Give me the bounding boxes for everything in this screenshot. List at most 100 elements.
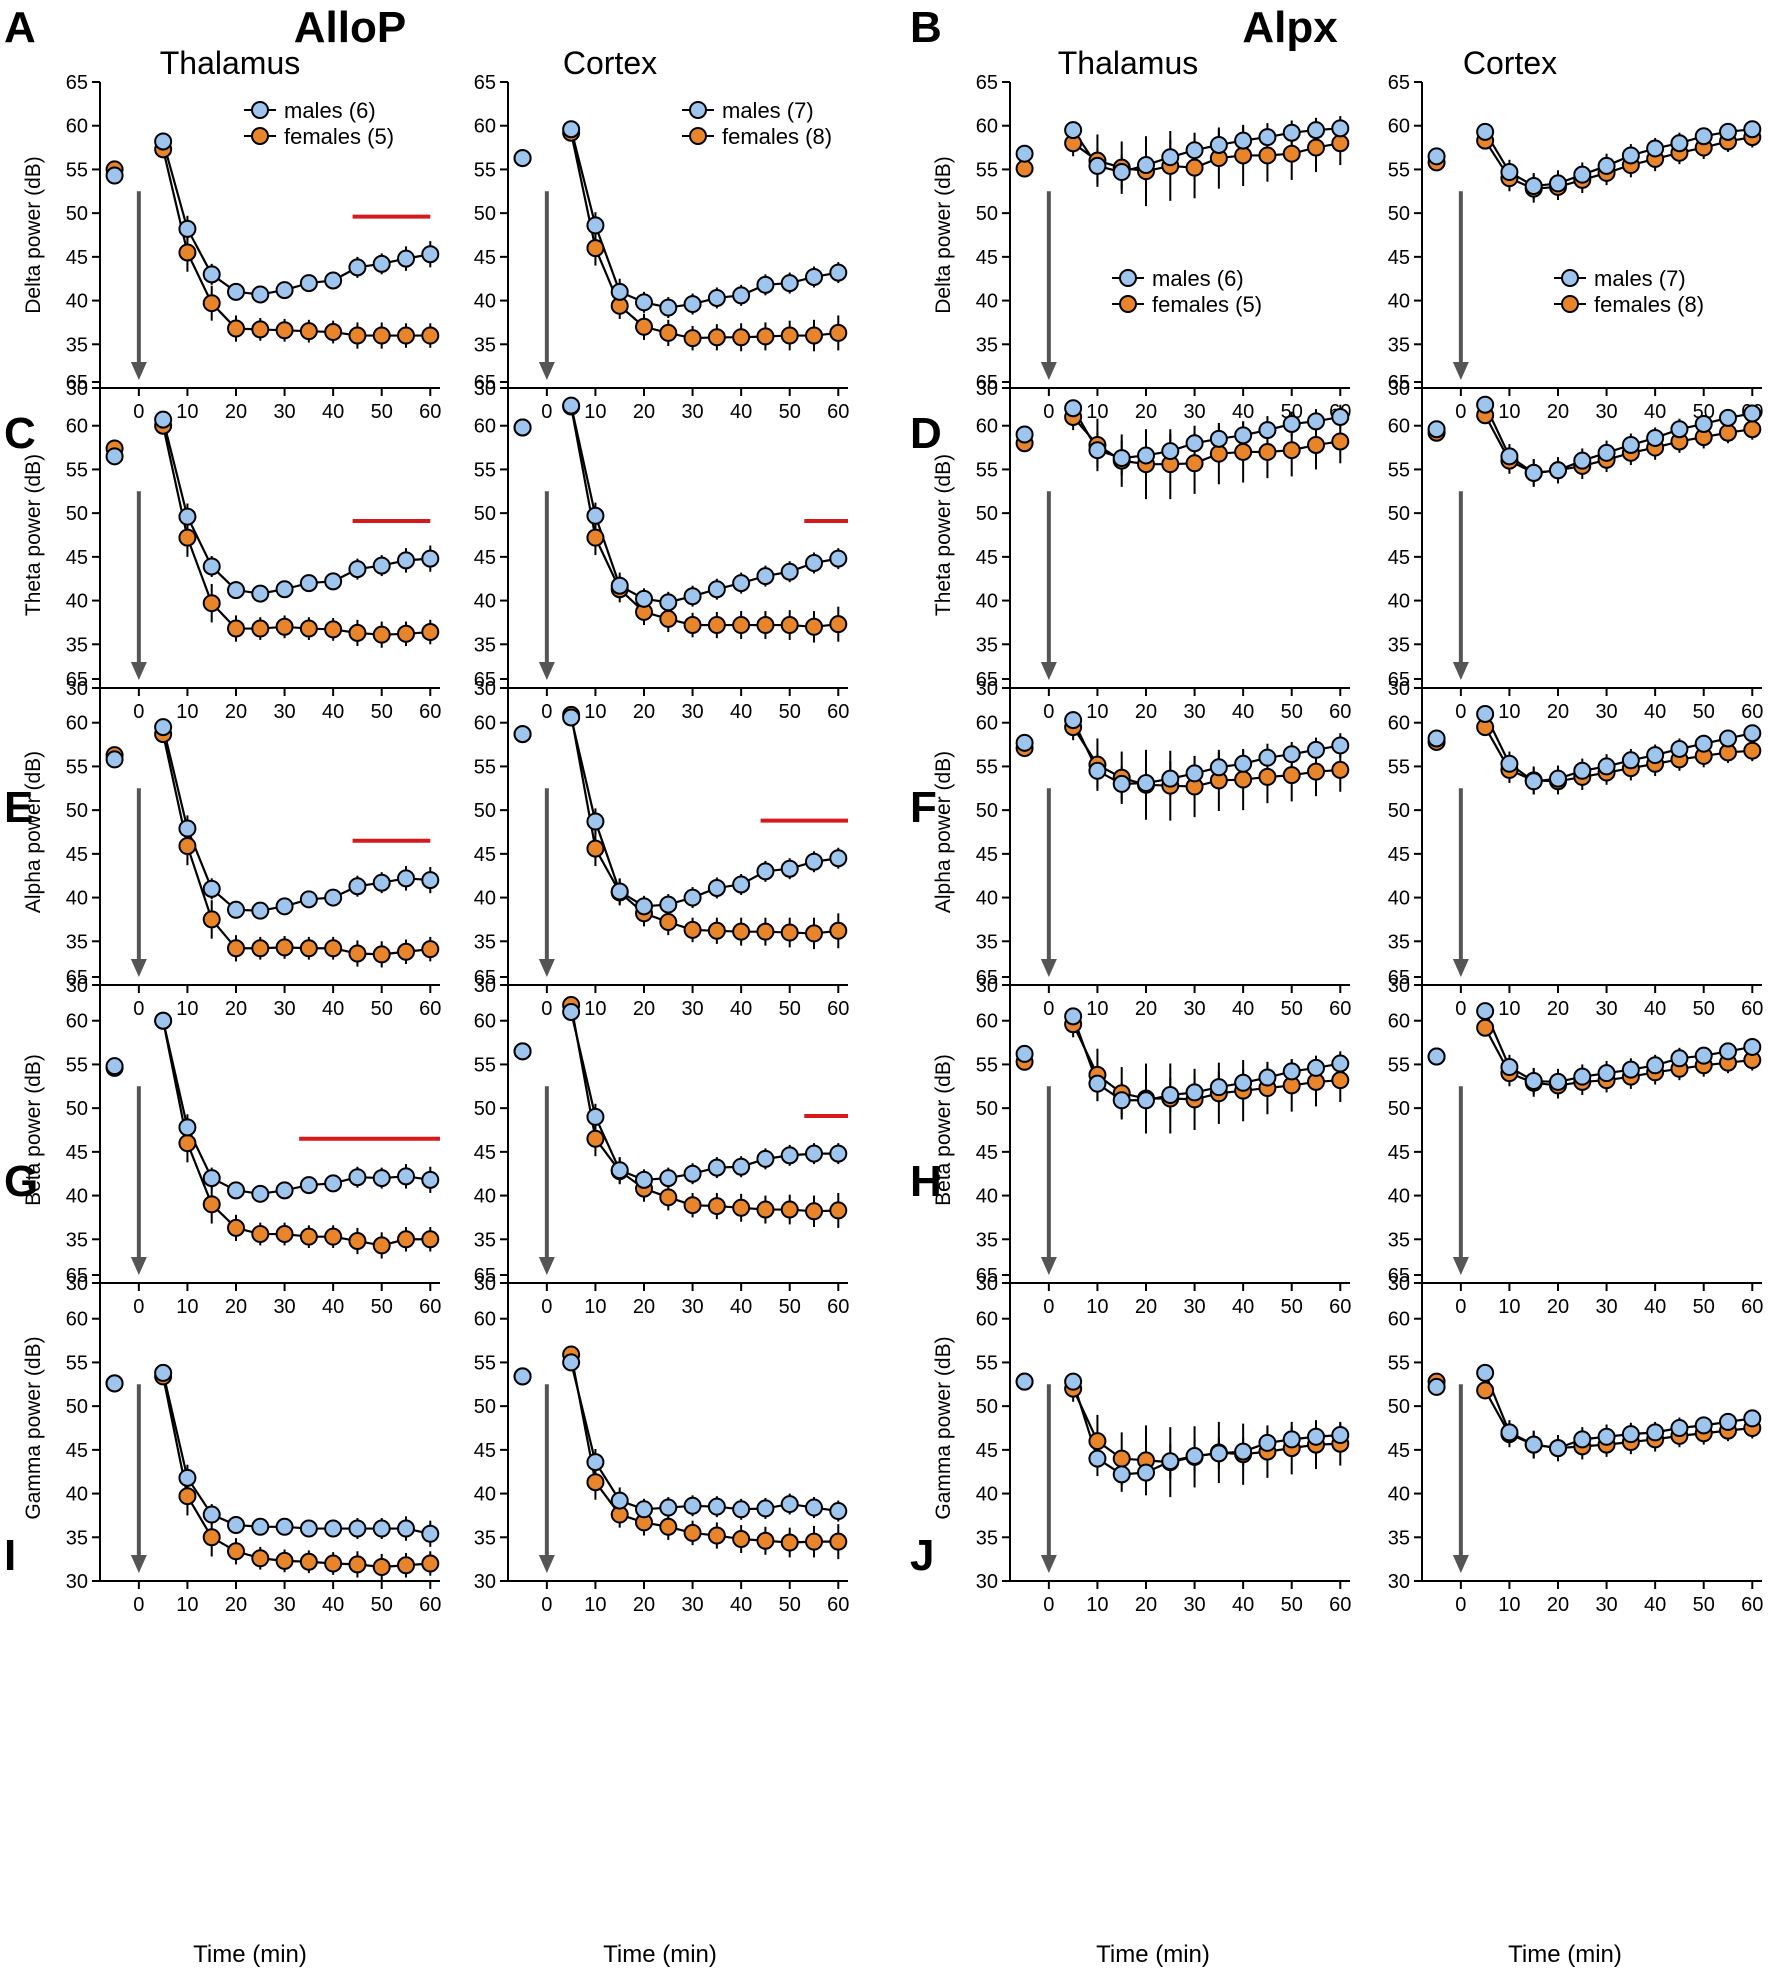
females-data-point — [1112, 1449, 1131, 1468]
females-data-point — [659, 1517, 678, 1536]
males-data-point — [1064, 1007, 1083, 1026]
females-data-point — [397, 942, 415, 961]
males-data-point — [299, 574, 318, 593]
panel-letter-f: F — [910, 783, 937, 832]
males-data-point — [1597, 1064, 1616, 1083]
males-data-point — [707, 878, 726, 897]
y-tick-label: 65 — [474, 372, 496, 394]
males-data-point — [1524, 772, 1543, 791]
y-tick-label: 45 — [474, 247, 496, 269]
x-tick-label: 20 — [1135, 1296, 1157, 1318]
y-tick-label: 55 — [1388, 1352, 1410, 1374]
males-data-point — [1500, 1058, 1519, 1077]
males-data-point — [1137, 1463, 1155, 1482]
y-tick-label: 65 — [976, 669, 998, 691]
legend-females-label: females (5) — [284, 124, 394, 149]
males-data-point — [1137, 774, 1155, 793]
y-tick-label: 60 — [66, 116, 88, 138]
y-tick-label: 30 — [1388, 1571, 1410, 1593]
males-data-point-baseline — [105, 447, 124, 466]
females-data-point — [780, 1533, 799, 1552]
x-tick-label: 40 — [1232, 701, 1254, 723]
x-tick-label: 0 — [133, 1594, 144, 1616]
y-tick-label: 55 — [976, 756, 998, 778]
y-tick-label: 50 — [66, 503, 88, 525]
x-tick-label: 60 — [827, 701, 849, 723]
females-data-point — [756, 616, 775, 635]
males-data-point — [324, 271, 343, 290]
x-tick-label: 40 — [1232, 998, 1254, 1020]
males-data-point — [1331, 1054, 1350, 1073]
y-tick-label: 50 — [474, 203, 496, 225]
males-data-point — [1621, 146, 1640, 165]
x-tick-label: 0 — [541, 401, 552, 423]
males-data-point — [251, 1517, 270, 1536]
y-tick-label: 65 — [1388, 72, 1410, 94]
males-data-point — [586, 812, 605, 831]
x-tick-label: 60 — [1329, 1296, 1351, 1318]
x-tick-label: 50 — [1281, 998, 1303, 1020]
x-tick-label: 50 — [779, 401, 801, 423]
x-tick-label: 10 — [584, 701, 606, 723]
males-data-point — [1088, 1074, 1107, 1093]
males-data-point — [756, 1499, 775, 1518]
y-tick-label: 65 — [66, 72, 88, 94]
y-tick-label: 60 — [66, 1011, 88, 1033]
x-tick-label: 20 — [1547, 1594, 1569, 1616]
y-tick-label: 45 — [1388, 247, 1410, 269]
chart-alpx-cortex-theta: 30 35 40 45 50 55 60 65 0 10 20 30 40 50 60 — [1388, 372, 1764, 723]
females-data-point — [756, 1200, 775, 1219]
males-data-point — [1476, 395, 1495, 414]
x-tick-label: 30 — [681, 998, 703, 1020]
x-tick-label: 0 — [133, 1296, 144, 1318]
chart-allop-cortex-delta: 30 35 40 45 50 55 60 65 0 10 20 30 40 50 60 males (7)fe… — [474, 72, 850, 423]
females-data-point — [805, 617, 823, 636]
females-data-point — [178, 528, 197, 547]
injection-arrow-head — [1040, 362, 1057, 380]
injection-arrow-head — [538, 1257, 555, 1275]
legend-males-label: males (6) — [284, 98, 376, 123]
females-data-point — [1209, 444, 1228, 463]
x-tick-label: 30 — [1595, 1594, 1617, 1616]
chart-allop-thalamus-delta: 30 35 40 45 50 55 60 65 0 10 20 30 40 50 60 Delta power… — [22, 72, 441, 423]
x-tick-label: 30 — [681, 1594, 703, 1616]
x-tick-label: 30 — [273, 1296, 295, 1318]
x-tick-label: 30 — [681, 701, 703, 723]
males-data-point — [1573, 165, 1592, 184]
females-data-point — [227, 1218, 245, 1237]
males-data-point — [397, 249, 415, 268]
females-data-point — [202, 1528, 221, 1547]
x-tick-label: 10 — [1498, 1296, 1520, 1318]
y-tick-label: 35 — [1388, 1527, 1410, 1549]
males-data-point — [1524, 1435, 1543, 1454]
males-data-point — [275, 1181, 294, 1200]
x-tick-label: 50 — [1693, 998, 1715, 1020]
females-series-line — [162, 1020, 431, 1247]
males-data-point — [683, 295, 702, 314]
males-data-point — [829, 1144, 848, 1163]
males-data-point — [1161, 148, 1180, 167]
males-data-point — [154, 1011, 173, 1030]
males-data-point — [372, 873, 391, 892]
males-data-point — [154, 410, 173, 429]
males-data-point — [1621, 1060, 1640, 1079]
males-data-point — [683, 1496, 702, 1515]
y-tick-label: 45 — [474, 844, 496, 866]
females-data-point — [299, 1227, 318, 1246]
x-tick-label: 10 — [584, 998, 606, 1020]
females-data-point — [1476, 1018, 1495, 1037]
y-tick-label: 60 — [474, 1011, 496, 1033]
x-tick-label: 40 — [322, 401, 344, 423]
males-data-point — [586, 506, 605, 525]
males-data-point-baseline — [1015, 1044, 1034, 1063]
males-data-point — [756, 862, 775, 881]
males-data-point — [780, 859, 799, 878]
y-tick-label: 35 — [474, 1527, 496, 1549]
males-data-point — [1064, 1372, 1083, 1391]
y-tick-label: 65 — [66, 372, 88, 394]
column-title-allop-cortex: Cortex — [563, 45, 657, 81]
females-data-point — [275, 938, 294, 957]
males-data-point — [251, 584, 270, 603]
males-data-point — [348, 877, 367, 896]
